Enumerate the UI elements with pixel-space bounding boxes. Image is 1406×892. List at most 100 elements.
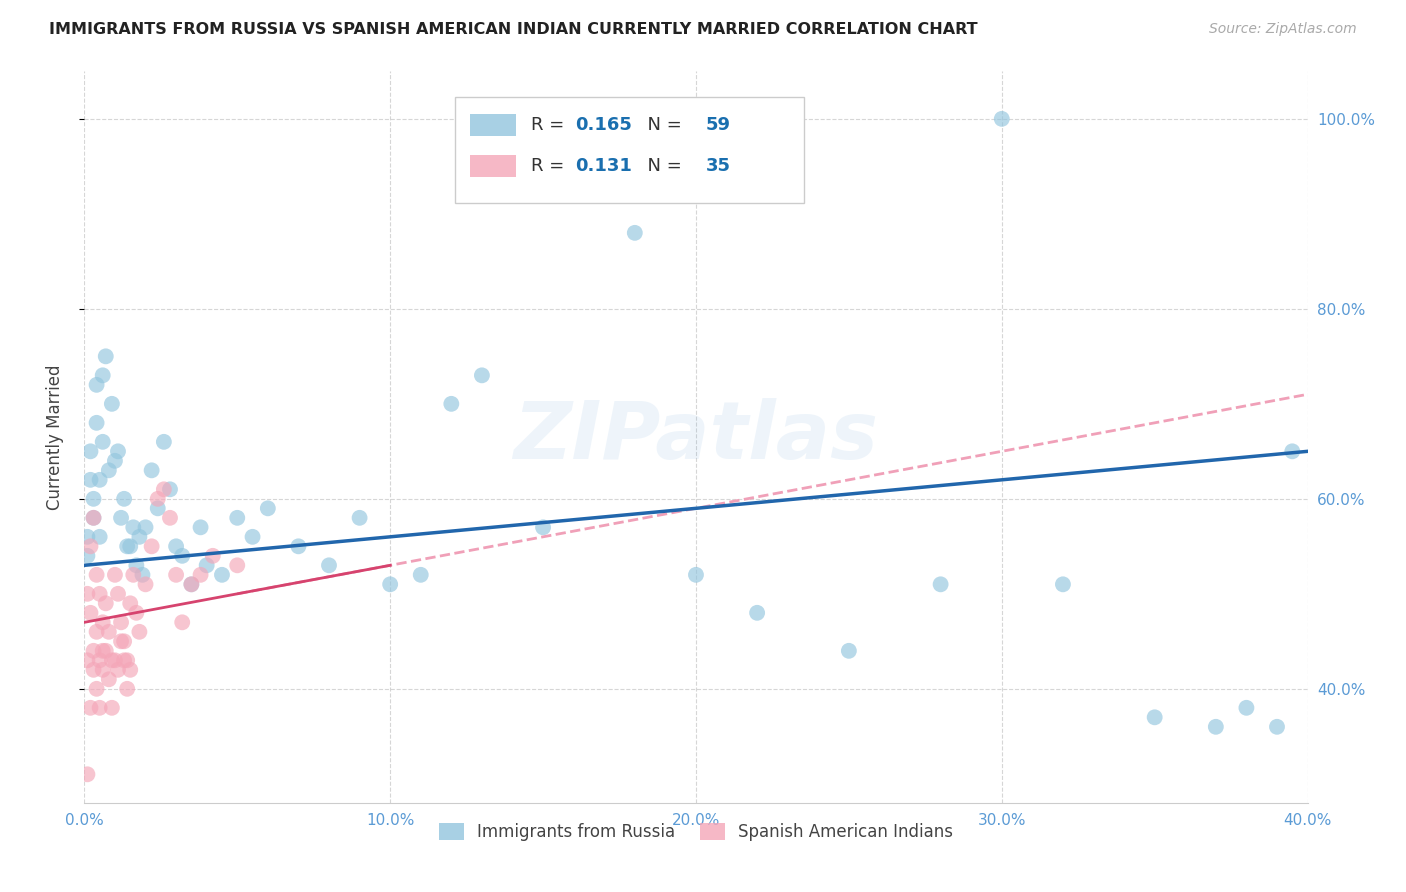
- Point: [101, 701, 124, 715]
- Point: [190, 567, 212, 582]
- Point: [201, 549, 224, 563]
- Point: [83, 511, 105, 525]
- Point: [86, 377, 108, 392]
- Point: [440, 397, 463, 411]
- Point: [226, 558, 249, 573]
- Point: [94, 596, 117, 610]
- Point: [91, 644, 114, 658]
- Point: [79, 539, 101, 553]
- Point: [110, 634, 132, 648]
- Point: [135, 577, 157, 591]
- Point: [153, 434, 176, 449]
- Point: [89, 473, 111, 487]
- Point: [180, 577, 202, 591]
- Point: [115, 653, 138, 667]
- Point: [76, 767, 98, 781]
- Text: N =: N =: [636, 158, 688, 176]
- Point: [120, 663, 142, 677]
- Point: [165, 567, 187, 582]
- Point: [101, 653, 124, 667]
- Text: R =: R =: [531, 116, 569, 134]
- Point: [89, 587, 111, 601]
- Point: [112, 491, 135, 506]
- Point: [110, 615, 132, 630]
- Point: [76, 549, 98, 563]
- Point: [86, 624, 108, 639]
- Point: [1205, 720, 1227, 734]
- Point: [125, 606, 148, 620]
- Point: [624, 226, 647, 240]
- Point: [172, 549, 194, 563]
- Point: [86, 416, 108, 430]
- Point: [91, 615, 114, 630]
- Point: [76, 530, 98, 544]
- Point: [128, 530, 150, 544]
- Point: [195, 558, 218, 573]
- Y-axis label: Currently Married: Currently Married: [45, 364, 63, 510]
- Point: [1265, 720, 1288, 734]
- Point: [115, 681, 138, 696]
- Point: [747, 606, 769, 620]
- Point: [76, 587, 98, 601]
- Text: Source: ZipAtlas.com: Source: ZipAtlas.com: [1209, 22, 1357, 37]
- Text: IMMIGRANTS FROM RUSSIA VS SPANISH AMERICAN INDIAN CURRENTLY MARRIED CORRELATION : IMMIGRANTS FROM RUSSIA VS SPANISH AMERIC…: [49, 22, 977, 37]
- Point: [83, 491, 105, 506]
- Bar: [470, 114, 516, 136]
- Text: 35: 35: [706, 158, 731, 176]
- Point: [991, 112, 1014, 126]
- Point: [91, 368, 114, 383]
- Point: [159, 483, 181, 497]
- Point: [112, 653, 135, 667]
- Bar: [456, 97, 804, 203]
- Point: [1236, 701, 1258, 715]
- Point: [110, 511, 132, 525]
- Point: [101, 397, 124, 411]
- Point: [91, 434, 114, 449]
- Point: [131, 567, 153, 582]
- Point: [83, 644, 105, 658]
- Point: [89, 653, 111, 667]
- Point: [97, 463, 120, 477]
- Point: [226, 511, 249, 525]
- Point: [1143, 710, 1166, 724]
- Point: [838, 644, 860, 658]
- Point: [380, 577, 402, 591]
- Point: [318, 558, 340, 573]
- Point: [122, 567, 145, 582]
- Point: [190, 520, 212, 534]
- Point: [94, 349, 117, 363]
- Bar: [470, 155, 516, 178]
- Point: [146, 491, 169, 506]
- Point: [685, 567, 707, 582]
- Point: [107, 663, 129, 677]
- Point: [97, 624, 120, 639]
- Point: [211, 567, 233, 582]
- Point: [128, 624, 150, 639]
- Point: [153, 483, 176, 497]
- Point: [97, 673, 120, 687]
- Point: [94, 644, 117, 658]
- Point: [120, 596, 142, 610]
- Point: [1281, 444, 1303, 458]
- Point: [257, 501, 280, 516]
- Point: [89, 530, 111, 544]
- Point: [79, 701, 101, 715]
- Point: [104, 653, 127, 667]
- Point: [83, 511, 105, 525]
- Point: [125, 558, 148, 573]
- Point: [1052, 577, 1074, 591]
- Point: [287, 539, 309, 553]
- Point: [165, 539, 187, 553]
- Legend: Immigrants from Russia, Spanish American Indians: Immigrants from Russia, Spanish American…: [430, 814, 962, 849]
- Point: [89, 701, 111, 715]
- Point: [83, 663, 105, 677]
- Point: [79, 444, 101, 458]
- Point: [180, 577, 202, 591]
- Point: [146, 501, 169, 516]
- Point: [104, 454, 127, 468]
- Point: [531, 520, 554, 534]
- Point: [115, 539, 138, 553]
- Text: 59: 59: [706, 116, 731, 134]
- Point: [120, 539, 142, 553]
- Text: N =: N =: [636, 116, 688, 134]
